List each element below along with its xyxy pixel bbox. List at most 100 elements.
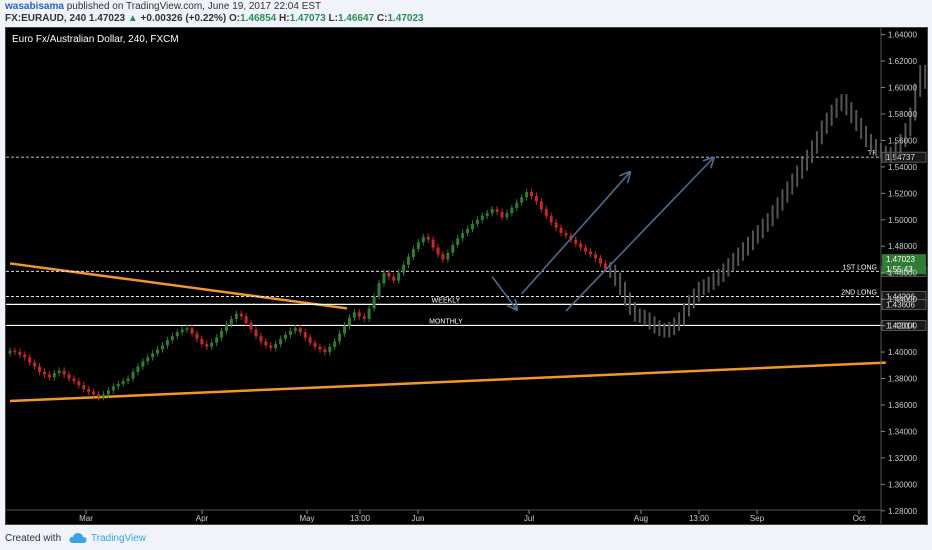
candle-body — [269, 345, 273, 349]
candle-body — [461, 233, 465, 239]
candle-body — [8, 350, 12, 354]
candle-body — [101, 394, 105, 398]
x-tick-label: Sep — [750, 514, 765, 523]
close-label: C: — [376, 13, 388, 24]
x-tick-label: May — [299, 514, 314, 523]
candle-body — [67, 374, 71, 379]
candle-body — [28, 357, 32, 363]
y-tick-label: 1.64000 — [888, 31, 917, 40]
y-tick-label: 1.50000 — [888, 216, 917, 225]
candle-body — [195, 333, 199, 339]
candle-body — [72, 378, 76, 382]
x-tick-label: Mar — [79, 514, 93, 523]
level-label: TP — [868, 150, 877, 157]
candle-body — [239, 313, 243, 317]
candle-body — [520, 197, 524, 203]
level-price-tag — [881, 151, 927, 163]
open-value: 1.46854 — [240, 13, 277, 24]
candle-body — [579, 243, 583, 248]
author-link[interactable]: wasabisama — [5, 1, 64, 12]
y-tick-label: 1.56000 — [888, 136, 917, 145]
candle-body — [62, 370, 66, 375]
chart-header: wasabisama published on TradingView.com,… — [0, 0, 932, 26]
candle-body — [323, 349, 327, 353]
last-price: 1.47023 — [88, 13, 126, 24]
low-value: 1.46647 — [337, 13, 375, 24]
candle-body — [456, 238, 460, 245]
candle-body — [530, 192, 534, 196]
candle-body — [485, 213, 489, 216]
candle-body — [126, 378, 130, 382]
candle-body — [259, 336, 263, 342]
candle-body — [589, 251, 593, 255]
candle-body — [584, 247, 588, 252]
y-tick-label: 1.36000 — [888, 401, 917, 410]
candle-body — [57, 370, 61, 374]
candle-body — [303, 332, 307, 338]
candle-body — [87, 389, 91, 392]
y-tick-label: 1.52000 — [888, 189, 917, 198]
candle-body — [505, 213, 509, 218]
candle-body — [284, 334, 288, 339]
candle-body — [500, 211, 504, 218]
candle-body — [210, 342, 214, 347]
candle-body — [357, 312, 361, 317]
projection-arrow-up-1 — [521, 172, 630, 295]
change-value: +0.00326 (+0.22%) — [140, 13, 227, 24]
candle-body — [175, 332, 179, 337]
candle-body — [387, 272, 391, 277]
projection-arrow-down — [491, 276, 517, 310]
candle-body — [170, 336, 174, 341]
candle-body — [441, 254, 445, 260]
candle-body — [475, 219, 479, 224]
candle-body — [42, 371, 46, 375]
y-tick-label: 1.28000 — [888, 507, 917, 516]
candle-body — [151, 353, 155, 358]
candle-body — [328, 346, 332, 353]
candle-body — [47, 374, 51, 378]
last-price-tag — [882, 254, 926, 275]
countdown-label: 1:55:43 — [886, 265, 913, 274]
open-label: O: — [228, 13, 241, 24]
candle-body — [347, 317, 351, 326]
candle-body — [141, 361, 145, 367]
candle-body — [249, 322, 253, 330]
candle-body — [77, 381, 81, 386]
candle-body — [13, 350, 17, 353]
candle-body — [116, 383, 120, 387]
x-tick-label: Jun — [412, 514, 425, 523]
candle-body — [156, 349, 160, 354]
candle-body — [411, 248, 415, 257]
candle-body — [402, 264, 406, 273]
trendline-descending — [9, 262, 348, 310]
tradingview-brand-link[interactable]: TradingView — [91, 533, 147, 544]
candle-body — [495, 209, 499, 212]
candle-body — [343, 325, 347, 334]
candle-body — [421, 236, 425, 243]
candle-body — [367, 308, 371, 319]
candle-body — [165, 340, 169, 346]
y-tick-label: 1.62000 — [888, 57, 917, 66]
candle-body — [298, 328, 302, 333]
y-tick-label: 1.30000 — [888, 480, 917, 489]
up-triangle-icon: ▲ — [127, 13, 138, 24]
publish-info: wasabisama published on TradingView.com,… — [5, 1, 321, 12]
candle-body — [146, 357, 150, 362]
y-tick-label: 1.60000 — [888, 84, 917, 93]
y-tick-label: 1.32000 — [888, 454, 917, 463]
trendline-ascending — [9, 361, 886, 403]
last-price-label: 1.47023 — [886, 255, 915, 264]
candle-body — [200, 338, 204, 345]
candle-body — [244, 316, 248, 323]
x-tick-label: 13:00 — [689, 514, 710, 523]
candle-body — [466, 229, 470, 234]
candle-body — [480, 215, 484, 220]
level-price-label: 1.44206 — [886, 292, 915, 301]
candle-body — [603, 263, 607, 269]
candle-body — [490, 209, 494, 214]
candle-body — [82, 385, 86, 390]
candle-body — [362, 316, 366, 319]
level-label: 2ND LONG — [841, 289, 877, 296]
